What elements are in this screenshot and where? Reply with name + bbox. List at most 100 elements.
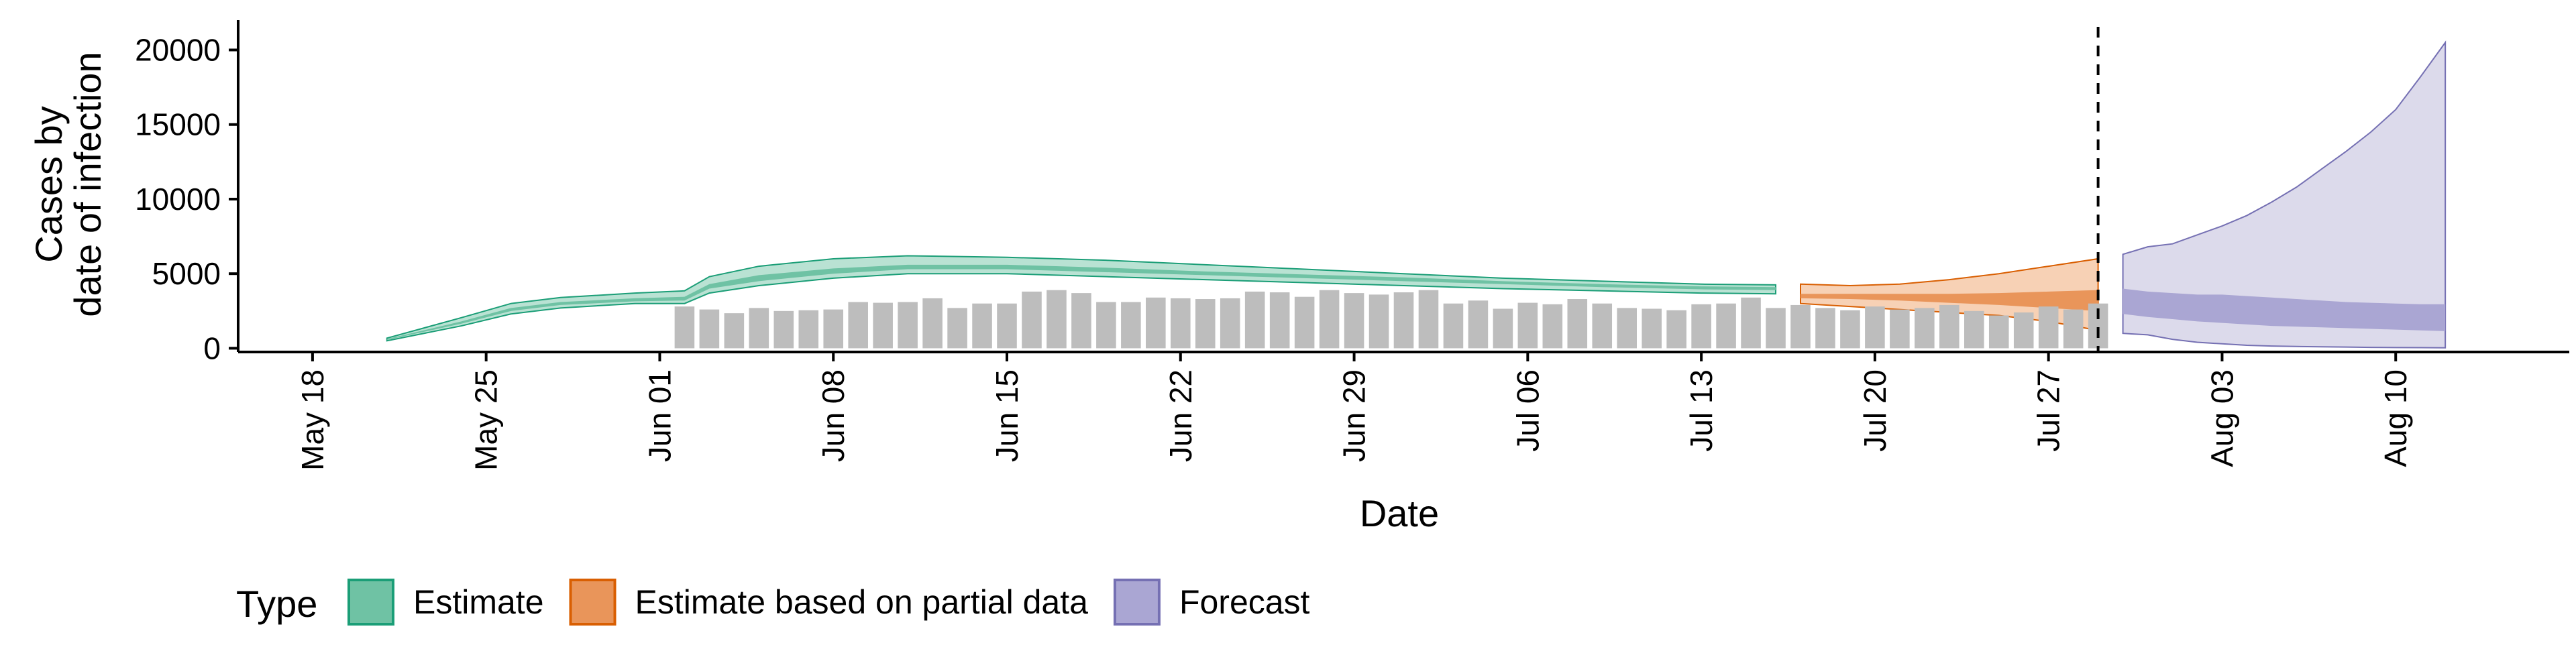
case-bar bbox=[798, 310, 819, 349]
case-bar bbox=[1121, 302, 1141, 349]
case-bar bbox=[1393, 292, 1414, 349]
legend-label: Forecast bbox=[1179, 583, 1310, 621]
x-tick-label: Aug 03 bbox=[2204, 369, 2239, 467]
series-0-band-50 bbox=[386, 264, 1776, 340]
case-bar bbox=[1171, 298, 1191, 349]
x-tick-label: Jul 13 bbox=[1684, 369, 1719, 452]
legend-swatch bbox=[569, 579, 616, 626]
legend-swatch bbox=[1113, 579, 1161, 626]
case-bar bbox=[1567, 299, 1588, 349]
series-2 bbox=[2122, 40, 2447, 349]
case-bar bbox=[1071, 293, 1091, 349]
series-0 bbox=[386, 255, 1777, 342]
case-bar bbox=[1294, 296, 1315, 349]
y-axis-title-line-1: Cases by bbox=[28, 106, 70, 262]
case-bar bbox=[1890, 309, 1910, 349]
y-tick-label: 0 bbox=[203, 331, 221, 365]
x-tick-label: Jul 27 bbox=[2031, 369, 2066, 452]
case-bar bbox=[1468, 300, 1489, 349]
case-bar bbox=[749, 308, 769, 349]
x-tick-label: Jun 22 bbox=[1163, 369, 1198, 462]
case-bar bbox=[1915, 308, 1935, 349]
y-axis-title: Cases by date of infection bbox=[28, 52, 109, 316]
case-bar bbox=[1617, 308, 1637, 349]
y-tick-label: 15000 bbox=[135, 107, 221, 142]
y-axis-title-line-2: date of infection bbox=[66, 52, 109, 316]
case-bar bbox=[2063, 309, 2084, 349]
series-2-band-90 bbox=[2122, 40, 2447, 349]
case-bar bbox=[1542, 304, 1563, 349]
case-bar bbox=[674, 306, 695, 349]
x-tick-label: Jul 06 bbox=[1510, 369, 1545, 452]
case-bar bbox=[922, 298, 943, 349]
case-bar bbox=[1344, 293, 1364, 349]
y-tick-label: 20000 bbox=[135, 32, 221, 67]
case-bar bbox=[1964, 310, 1984, 349]
case-bar bbox=[773, 310, 794, 349]
case-bar bbox=[1790, 304, 1811, 349]
legend-label: Estimate based on partial data bbox=[635, 583, 1089, 621]
case-bar bbox=[1766, 308, 1786, 349]
x-axis-title: Date bbox=[1360, 492, 1439, 534]
case-bar bbox=[2038, 306, 2059, 349]
y-tick-label: 5000 bbox=[152, 256, 221, 291]
x-tick-label: May 25 bbox=[469, 369, 504, 471]
legend-item-2: Forecast bbox=[1113, 579, 1310, 626]
case-bar bbox=[1592, 303, 1613, 349]
case-bar bbox=[699, 309, 720, 349]
legend-item-1: Estimate based on partial data bbox=[569, 579, 1089, 626]
series-1-band-50 bbox=[1800, 290, 2098, 311]
case-bar bbox=[848, 302, 868, 349]
x-tick-label: Jul 20 bbox=[1858, 369, 1892, 452]
case-bar bbox=[1418, 290, 1439, 349]
reported-cases-bars bbox=[674, 290, 2108, 349]
case-bar bbox=[1865, 306, 1885, 349]
case-bar bbox=[1046, 290, 1067, 349]
case-bar bbox=[1096, 302, 1116, 349]
case-bar bbox=[1716, 303, 1736, 349]
legend: Type Estimate Estimate based on partial d… bbox=[236, 579, 1310, 626]
case-bar bbox=[1269, 292, 1290, 349]
case-bar bbox=[724, 313, 745, 349]
case-bar bbox=[1840, 310, 1860, 349]
legend-label: Estimate bbox=[413, 583, 544, 621]
axes-layer: 0 5000 10000 15000 20000 May 18 May 25 Jun 01 Ju… bbox=[135, 20, 2569, 471]
case-bar bbox=[1319, 290, 1340, 349]
case-bar bbox=[823, 309, 844, 349]
case-bar bbox=[1666, 310, 1686, 349]
legend-item-0: Estimate bbox=[347, 579, 544, 626]
case-bar bbox=[1220, 298, 1240, 349]
case-bar bbox=[1443, 303, 1464, 349]
case-bar bbox=[1244, 291, 1265, 349]
x-tick-label: Jun 15 bbox=[989, 369, 1024, 462]
ribbons-layer bbox=[386, 40, 2447, 349]
case-bar bbox=[1195, 299, 1216, 349]
case-bar bbox=[1517, 302, 1538, 349]
x-tick-label: Aug 10 bbox=[2378, 369, 2413, 467]
case-bar bbox=[1741, 297, 1761, 349]
x-tick-label: Jun 01 bbox=[642, 369, 677, 462]
case-bar bbox=[1493, 308, 1513, 349]
x-tick-label: May 18 bbox=[295, 369, 330, 471]
x-tick-label: Jun 29 bbox=[1337, 369, 1372, 462]
legend-swatch bbox=[347, 579, 394, 626]
legend-title: Type bbox=[236, 583, 317, 625]
case-bar bbox=[1988, 315, 2009, 349]
case-bar bbox=[1022, 291, 1042, 349]
case-bar bbox=[997, 303, 1017, 349]
case-bar bbox=[1939, 304, 1960, 349]
case-bar bbox=[1691, 304, 1711, 349]
case-bar bbox=[1368, 294, 1389, 349]
case-bar bbox=[898, 302, 918, 349]
case-bar bbox=[1146, 297, 1166, 349]
case-bar bbox=[1815, 308, 1835, 349]
x-tick-label: Jun 08 bbox=[816, 369, 851, 462]
series-0-band-90 bbox=[386, 255, 1777, 342]
y-tick-label: 10000 bbox=[135, 182, 221, 217]
case-bar bbox=[947, 308, 967, 349]
case-bar bbox=[2013, 312, 2034, 349]
case-bar bbox=[1642, 308, 1662, 349]
case-bar bbox=[972, 303, 992, 349]
